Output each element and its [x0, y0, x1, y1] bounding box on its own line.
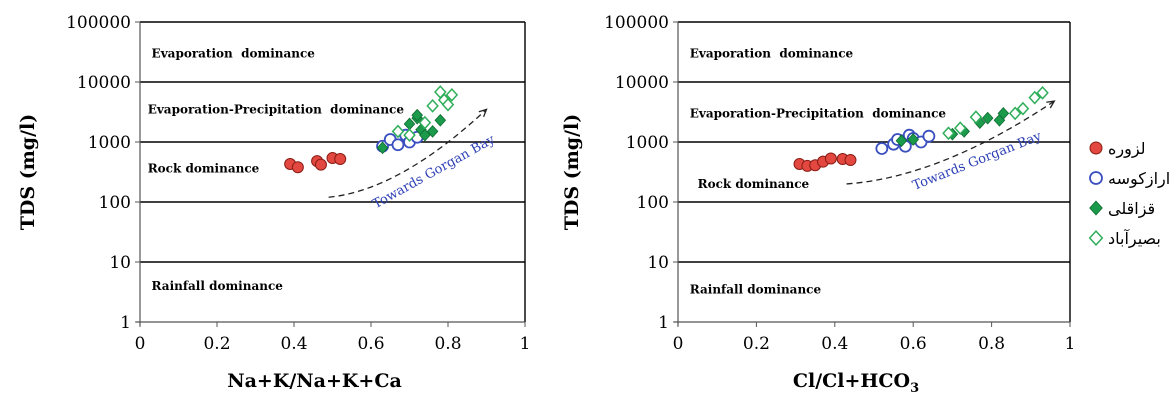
legend-marker	[1089, 171, 1103, 185]
region-label: Rock dominance	[148, 162, 260, 176]
y-tick-label: 1	[658, 313, 669, 333]
data-point	[426, 125, 439, 138]
y-tick-label: 1000	[626, 133, 669, 153]
x-tick-label: 1	[1065, 334, 1076, 354]
y-tick-label: 100	[99, 193, 131, 213]
data-point	[418, 115, 432, 130]
y-tick-label: 100000	[66, 13, 131, 33]
data-point	[969, 110, 983, 124]
x-tick-label: 0	[673, 334, 684, 354]
data-point	[391, 124, 405, 139]
region-label: Evaporation-Precipitation dominance	[690, 106, 947, 120]
data-point	[1036, 85, 1049, 100]
legend-label: بصیرآباد	[1108, 229, 1161, 249]
data-point	[907, 133, 919, 146]
y-axis-title: TDS (mg/l)	[17, 114, 39, 230]
data-point	[1008, 106, 1022, 121]
x-tick-label: 0.2	[203, 334, 230, 354]
y-tick-label: 10	[647, 253, 669, 273]
trend-arrow	[846, 100, 1055, 185]
data-point	[922, 129, 936, 143]
region-label: Rock dominance	[698, 177, 810, 191]
x-tick-label: 0.4	[280, 334, 307, 354]
legend: لزوره ارازکوسه قزاقلی بصیرآباد	[1088, 139, 1170, 249]
y-tick-label: 10000	[77, 73, 131, 93]
x-tick-label: 1	[520, 334, 531, 354]
trend-arrowhead	[478, 108, 488, 118]
data-point	[1016, 101, 1030, 116]
data-point	[953, 121, 967, 136]
data-point	[1028, 90, 1041, 105]
x-tick-label: 0.2	[743, 334, 770, 354]
data-point	[334, 153, 347, 166]
data-point	[376, 141, 389, 155]
region-label: Evaporation dominance	[152, 46, 316, 60]
region-label: Rainfall dominance	[690, 282, 822, 296]
y-tick-label: 100000	[604, 13, 669, 33]
data-point	[291, 161, 304, 174]
data-point	[844, 154, 857, 167]
data-point	[824, 152, 837, 165]
data-point	[997, 107, 1010, 120]
data-point	[419, 128, 431, 142]
data-point	[445, 88, 459, 102]
trend-arrowhead	[1046, 100, 1056, 109]
legend-marker	[1089, 200, 1103, 216]
data-point	[411, 108, 423, 122]
legend-label: ارازکوسه	[1108, 169, 1170, 189]
y-tick-label: 1000	[88, 133, 131, 153]
data-point	[981, 111, 994, 125]
y-axis-title: TDS (mg/l)	[561, 114, 583, 230]
region-label: Evaporation-Precipitation dominance	[148, 102, 405, 116]
data-point	[314, 158, 327, 171]
data-point	[875, 142, 889, 155]
x-tick-label: 0.6	[357, 334, 384, 354]
x-tick-label: 0.6	[900, 334, 927, 354]
x-tick-label: 0.8	[434, 334, 461, 354]
legend-marker	[1088, 229, 1104, 247]
x-axis-title: Cl/Cl+HCO3	[793, 370, 919, 396]
data-point	[895, 134, 908, 148]
legend-label: قزاقلی	[1108, 199, 1155, 219]
legend-marker	[1089, 141, 1103, 155]
region-label: Evaporation dominance	[690, 46, 854, 60]
region-label: Rainfall dominance	[152, 279, 284, 293]
data-point	[426, 99, 439, 113]
y-tick-label: 10	[109, 253, 131, 273]
x-tick-label: 0.8	[978, 334, 1005, 354]
data-point	[441, 97, 455, 112]
data-point	[391, 138, 405, 152]
data-point	[403, 128, 416, 143]
chart-panel-left: 1 10 100 1000 10000 100000 0 0.2 0.4 0.6 0.8 1 Na+K/…	[17, 13, 530, 392]
chart-panel-right: 1 10 100 1000 10000 100000 0 0.2 0.4 0.6 0.8 1 Cl/Cl…	[561, 13, 1075, 396]
x-tick-label: 0.4	[821, 334, 848, 354]
y-tick-label: 1	[120, 313, 131, 333]
y-tick-label: 10000	[615, 73, 669, 93]
legend-label: لزوره	[1108, 139, 1146, 159]
x-tick-label: 0	[135, 334, 146, 354]
y-tick-label: 100	[637, 193, 669, 213]
x-axis-title: Na+K/Na+K+Ca	[227, 370, 402, 392]
data-point	[942, 126, 955, 141]
data-point	[434, 113, 447, 127]
